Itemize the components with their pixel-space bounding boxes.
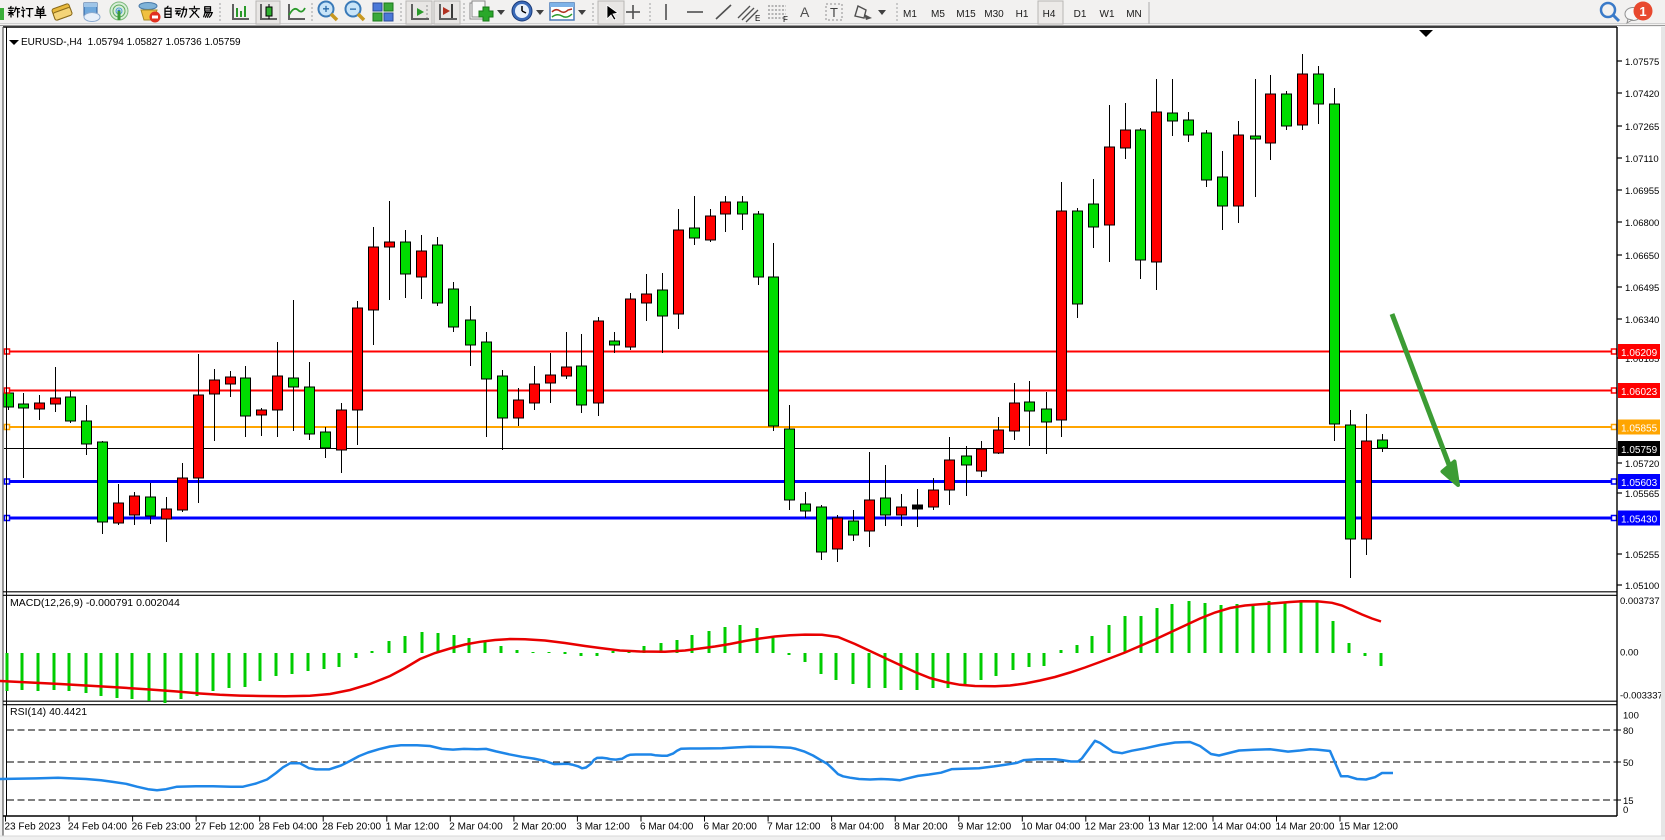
svg-text:9 Mar 12:00: 9 Mar 12:00	[958, 822, 1012, 833]
svg-text:2 Mar 04:00: 2 Mar 04:00	[449, 822, 503, 833]
svg-text:1.07265: 1.07265	[1625, 122, 1659, 133]
svg-text:6 Mar 04:00: 6 Mar 04:00	[640, 822, 694, 833]
svg-text:1.05565: 1.05565	[1625, 489, 1659, 500]
svg-text:1.05255: 1.05255	[1625, 550, 1659, 561]
svg-text:80: 80	[1623, 726, 1634, 737]
svg-text:13 Mar 12:00: 13 Mar 12:00	[1148, 822, 1207, 833]
svg-text:1.06209: 1.06209	[1621, 348, 1658, 359]
svg-text:F: F	[783, 15, 788, 24]
svg-text:MN: MN	[1126, 9, 1142, 20]
svg-text:−: −	[349, 2, 356, 16]
svg-text:1 Mar 12:00: 1 Mar 12:00	[386, 822, 440, 833]
svg-text:H1: H1	[1016, 9, 1029, 20]
svg-text:1.06650: 1.06650	[1625, 251, 1659, 262]
svg-text:14 Mar 20:00: 14 Mar 20:00	[1276, 822, 1335, 833]
svg-text:28 Feb 04:00: 28 Feb 04:00	[259, 822, 318, 833]
svg-text:3 Mar 12:00: 3 Mar 12:00	[576, 822, 630, 833]
svg-text:0.003737: 0.003737	[1620, 596, 1660, 607]
svg-text:6 Mar 20:00: 6 Mar 20:00	[704, 822, 758, 833]
svg-text:15 Mar 12:00: 15 Mar 12:00	[1339, 822, 1398, 833]
svg-text:8 Mar 04:00: 8 Mar 04:00	[831, 822, 885, 833]
svg-text:M1: M1	[903, 9, 917, 20]
svg-text:1: 1	[1639, 4, 1646, 19]
svg-text:1.06495: 1.06495	[1625, 283, 1659, 294]
svg-text:24 Feb 04:00: 24 Feb 04:00	[68, 822, 127, 833]
svg-text:1.07575: 1.07575	[1625, 57, 1659, 68]
svg-text:RSI(14) 40.4421: RSI(14) 40.4421	[10, 706, 87, 718]
svg-text:15: 15	[1623, 796, 1634, 807]
svg-text:8 Mar 20:00: 8 Mar 20:00	[894, 822, 948, 833]
svg-text:1.06955: 1.06955	[1625, 186, 1659, 197]
svg-text:1.06185: 1.06185	[1625, 354, 1659, 365]
svg-text:14 Mar 04:00: 14 Mar 04:00	[1212, 822, 1271, 833]
svg-text:26 Feb 23:00: 26 Feb 23:00	[132, 822, 191, 833]
svg-text:2 Mar 20:00: 2 Mar 20:00	[513, 822, 567, 833]
svg-text:W1: W1	[1100, 9, 1115, 20]
svg-text:EURUSD-,H4 1.05794 1.05827 1.: EURUSD-,H4 1.05794 1.05827 1.05736 1.057…	[21, 37, 241, 48]
svg-text:1.05720: 1.05720	[1625, 459, 1659, 470]
svg-text:T: T	[830, 5, 838, 20]
svg-text:0: 0	[1623, 805, 1628, 816]
svg-text:-0.003337: -0.003337	[1620, 691, 1663, 702]
svg-text:1.05759: 1.05759	[1621, 445, 1658, 456]
svg-text:D1: D1	[1074, 9, 1087, 20]
svg-text:1.05855: 1.05855	[1621, 424, 1658, 435]
svg-text:1.06800: 1.06800	[1625, 218, 1659, 229]
svg-text:1.07420: 1.07420	[1625, 89, 1659, 100]
svg-text:1.05603: 1.05603	[1621, 478, 1658, 489]
svg-text:1.05430: 1.05430	[1621, 515, 1658, 526]
svg-text:+: +	[322, 2, 329, 16]
svg-text:1.05100: 1.05100	[1625, 581, 1659, 592]
svg-text:28 Feb 20:00: 28 Feb 20:00	[322, 822, 381, 833]
svg-text:12 Mar 23:00: 12 Mar 23:00	[1085, 822, 1144, 833]
svg-text:M30: M30	[984, 9, 1004, 20]
svg-text:0.00: 0.00	[1620, 648, 1639, 659]
svg-text:A: A	[800, 4, 810, 20]
svg-text:E: E	[755, 14, 760, 23]
svg-text:M15: M15	[956, 9, 976, 20]
svg-text:1.06023: 1.06023	[1621, 387, 1658, 398]
svg-text:M5: M5	[931, 9, 945, 20]
svg-text:27 Feb 12:00: 27 Feb 12:00	[195, 822, 254, 833]
svg-text:MACD(12,26,9) -0.000791 0.0020: MACD(12,26,9) -0.000791 0.002044	[10, 597, 180, 609]
svg-text:23 Feb 2023: 23 Feb 2023	[5, 822, 62, 833]
svg-text:10 Mar 04:00: 10 Mar 04:00	[1021, 822, 1080, 833]
svg-text:100: 100	[1623, 711, 1639, 722]
svg-text:H4: H4	[1043, 9, 1056, 20]
svg-text:50: 50	[1623, 758, 1634, 769]
svg-text:1.07110: 1.07110	[1625, 154, 1659, 165]
svg-text:7 Mar 12:00: 7 Mar 12:00	[767, 822, 821, 833]
svg-text:1.06340: 1.06340	[1625, 315, 1659, 326]
